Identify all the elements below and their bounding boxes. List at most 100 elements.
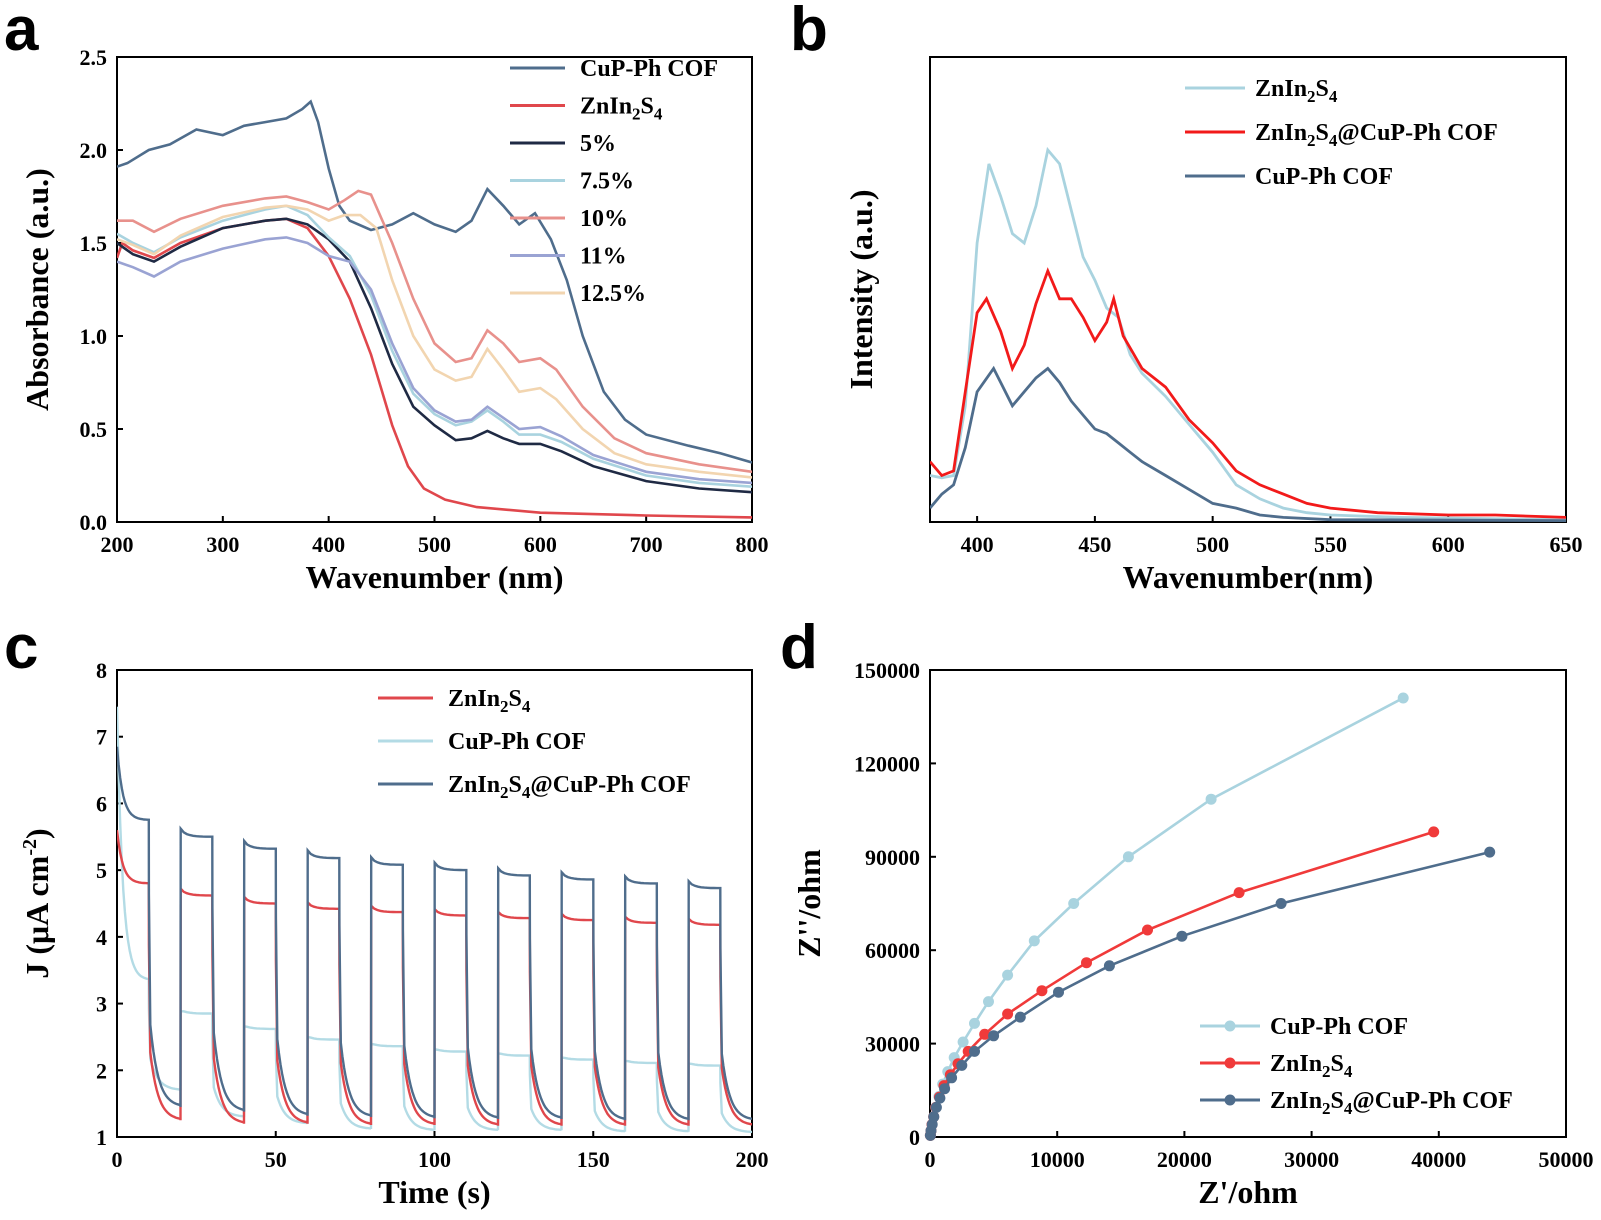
series-line (117, 204, 752, 479)
data-point (1028, 935, 1040, 947)
panel-d: 0 10000 20000 30000 40000 50000 0 30000 60000 900… (780, 613, 1594, 1210)
x-tick-label: 30000 (1284, 1147, 1339, 1172)
series-line (117, 99, 752, 464)
x-tick-label: 40000 (1411, 1147, 1466, 1172)
series-line (930, 365, 1566, 522)
y-tick-label: 1.0 (80, 324, 108, 349)
x-tick-label: 10000 (1030, 1147, 1085, 1172)
y-tick-label: 0 (909, 1125, 920, 1150)
series-line (930, 267, 1566, 519)
x-tick-label: 200 (736, 1147, 769, 1172)
y-tick-label: 120000 (854, 751, 920, 776)
plot-frame (929, 669, 1567, 1138)
series-line (117, 746, 752, 1121)
x-tick-label: 450 (1078, 532, 1111, 557)
x-axis-label: Wavenumber (nm) (305, 559, 563, 595)
data-point (1103, 960, 1115, 972)
y-tick-label: 7 (96, 725, 107, 750)
series-line (117, 204, 752, 488)
y-tick-label: 2 (96, 1058, 107, 1083)
plot-frame (929, 56, 1567, 523)
data-point (939, 1083, 951, 1095)
legend-marker (1224, 1020, 1236, 1032)
series-line (117, 217, 752, 519)
data-point (1142, 924, 1153, 936)
panel-letter: c (4, 613, 38, 682)
x-tick-label: 100 (418, 1147, 451, 1172)
x-tick-label: 500 (1196, 532, 1229, 557)
x-tick-label: 50000 (1539, 1147, 1594, 1172)
legend-entry: ZnIn2S4@CuP-Ph COF (1270, 1088, 1513, 1118)
data-point (1176, 930, 1188, 942)
x-axis-label: Wavenumber(nm) (1123, 559, 1374, 595)
data-point (979, 1028, 991, 1040)
x-tick-label: 800 (736, 532, 769, 557)
legend-entry: 10% (580, 206, 628, 232)
data-point (957, 1036, 969, 1048)
data-point (956, 1059, 968, 1071)
x-axis-label: Time (s) (378, 1174, 490, 1210)
x-axis-label: Z'/ohm (1198, 1174, 1298, 1210)
data-point (930, 1101, 942, 1113)
y-axis-label: Intensity (a.u.) (843, 189, 879, 389)
x-tick-label: 500 (418, 532, 451, 557)
x-tick-label: 650 (1550, 532, 1583, 557)
legend-entry: ZnIn2S4@CuP-Ph COF (1255, 120, 1498, 150)
x-tick-label: 0 (925, 1147, 936, 1172)
data-point (928, 1111, 940, 1123)
data-point (1428, 826, 1440, 838)
y-tick-label: 0.5 (80, 417, 108, 442)
data-point (1068, 898, 1080, 909)
data-point (1397, 692, 1409, 704)
legend-entry: CuP-Ph COF (1255, 164, 1393, 190)
series-line (117, 706, 752, 1134)
data-point (969, 1017, 980, 1029)
legend-entry: ZnIn2S4 (580, 94, 663, 124)
series-line (117, 189, 752, 474)
x-tick-label: 200 (101, 532, 134, 557)
x-tick-label: 400 (312, 532, 345, 557)
x-tick-label: 600 (1432, 532, 1465, 557)
legend-entry: 12.5% (580, 281, 646, 307)
panel-a: 200 300 400 500 600 700 800 0.0 0.5 1.0 1.5 2.0 2.5 W… (4, 0, 769, 595)
plot-frame (116, 56, 753, 523)
series-line (117, 217, 752, 494)
panel-b: 400 450 500 550 600 650 Wavenumber(nm) Intensit… (790, 0, 1583, 595)
x-tick-label: 550 (1314, 532, 1347, 557)
data-point (946, 1072, 958, 1084)
y-tick-label: 2.0 (80, 138, 108, 163)
y-tick-label: 6 (96, 791, 107, 816)
data-point (1122, 851, 1134, 863)
y-tick-label: 60000 (865, 938, 920, 963)
legend-entry: 7.5% (580, 169, 634, 195)
x-tick-label: 0 (112, 1147, 123, 1172)
y-axis-label: J (μA cm-2) (19, 828, 55, 978)
y-tick-label: 0.0 (80, 510, 108, 535)
y-tick-label: 4 (96, 925, 107, 950)
x-tick-label: 20000 (1157, 1147, 1212, 1172)
y-tick-label: 30000 (865, 1032, 920, 1057)
data-point (1002, 969, 1014, 981)
legend-marker (1224, 1057, 1236, 1069)
x-tick-label: 400 (961, 532, 994, 557)
legend-entry: CuP-Ph COF (580, 56, 718, 82)
legend-entry: 5% (580, 131, 616, 157)
legend-entry: ZnIn2S4 (1255, 76, 1338, 106)
x-tick-label: 700 (630, 532, 663, 557)
y-tick-label: 1 (96, 1125, 107, 1150)
legend-entry: 11% (580, 244, 627, 270)
series-line (117, 236, 752, 485)
x-tick-label: 300 (206, 532, 239, 557)
y-tick-label: 90000 (865, 845, 920, 870)
legend-marker (1224, 1094, 1236, 1106)
data-point (1233, 887, 1245, 899)
panel-c: 0 50 100 150 200 1 2 3 4 5 6 7 8 Time (s) J (μA cm-2) c… (4, 613, 769, 1210)
data-point (1014, 1011, 1026, 1023)
legend-entry: ZnIn2S4@CuP-Ph COF (448, 772, 691, 802)
data-point (934, 1092, 946, 1104)
y-tick-label: 5 (96, 858, 107, 883)
data-point (1205, 793, 1217, 805)
data-point (1036, 985, 1048, 997)
panel-letter: b (790, 0, 828, 64)
data-point (1081, 957, 1092, 969)
